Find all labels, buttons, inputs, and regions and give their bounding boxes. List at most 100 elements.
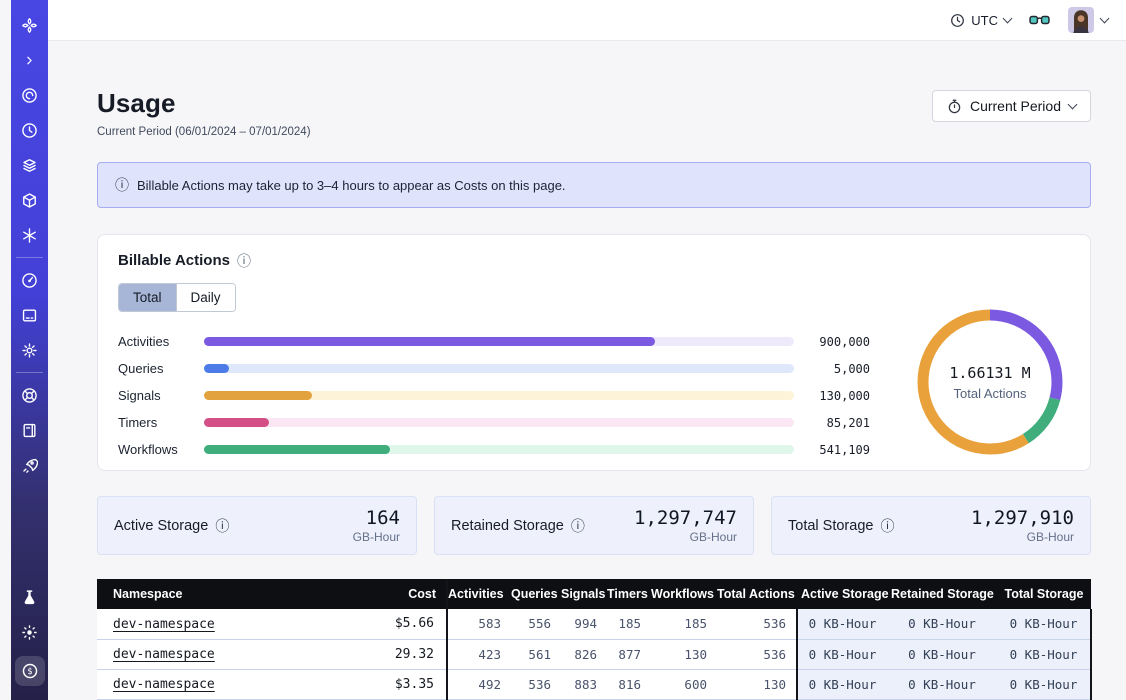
timezone-label: UTC	[971, 12, 998, 28]
sidebar-bottom-group: $	[14, 586, 45, 686]
activities-cell: 492	[446, 669, 511, 700]
storage-card-unit: GB-Hour	[689, 529, 737, 544]
info-icon[interactable]: ⓘ	[215, 517, 230, 534]
bar-track	[204, 364, 794, 373]
deployments-icon[interactable]	[16, 154, 44, 176]
namespace-link[interactable]: dev-namespace	[113, 677, 215, 692]
sidebar-top-group	[16, 14, 44, 246]
bar-row-signals: Signals 130,000	[118, 382, 870, 409]
main-content: Usage Current Period (06/01/2024 – 07/01…	[48, 41, 1126, 700]
bar-track	[204, 337, 794, 346]
timers-cell: 816	[607, 669, 651, 700]
activities-cell: 423	[446, 639, 511, 670]
billable-view-tabs: Total Daily	[118, 283, 236, 312]
theme-toggle-icon[interactable]	[16, 621, 44, 643]
col-activities: Activities	[446, 579, 511, 609]
period-selector-label: Current Period	[969, 98, 1061, 114]
signals-cell: 994	[561, 609, 607, 640]
clock-icon	[951, 13, 965, 27]
settings-icon[interactable]	[16, 339, 44, 361]
billing-icon[interactable]: $	[14, 656, 45, 686]
namespace-link[interactable]: dev-namespace	[113, 647, 215, 662]
nexus-icon[interactable]	[16, 224, 44, 246]
cost-cell: $5.66	[349, 609, 447, 640]
sidebar-mid-group	[16, 269, 44, 361]
bar-label: Workflows	[118, 442, 178, 457]
timers-cell: 185	[607, 609, 651, 640]
cost-cell: $3.35	[349, 669, 447, 700]
terminal-icon[interactable]	[16, 304, 44, 326]
storage-card-label: Retained Storage	[451, 517, 564, 534]
usage-icon[interactable]	[16, 269, 44, 291]
tab-total[interactable]: Total	[119, 284, 176, 311]
support-icon[interactable]	[16, 384, 44, 406]
avatar	[1068, 7, 1094, 33]
sidebar-support-group	[16, 384, 44, 476]
temporal-logo-icon[interactable]	[16, 14, 44, 36]
activities-cell: 583	[446, 609, 511, 640]
storage-summary-row: Active Storage ⓘ 164 GB-Hour Retained St…	[97, 496, 1091, 555]
bar-row-timers: Timers 85,201	[118, 409, 870, 436]
getting-started-icon[interactable]	[16, 454, 44, 476]
sidebar-divider-2	[16, 372, 43, 373]
namespace-link[interactable]: dev-namespace	[113, 616, 215, 632]
bar-label: Activities	[118, 334, 170, 349]
labs-icon[interactable]	[16, 586, 44, 608]
info-icon[interactable]: ⓘ	[570, 517, 585, 534]
info-banner: ⓘ Billable Actions may take up to 3–4 ho…	[97, 162, 1091, 208]
bar-value: 130,000	[819, 388, 870, 403]
chevron-down-icon	[1067, 99, 1078, 110]
queries-cell: 536	[511, 669, 561, 700]
info-icon[interactable]: ⓘ	[236, 252, 251, 269]
namespace-usage-table: Namespace Cost Activities Queries Signal…	[97, 579, 1092, 700]
bar-label: Queries	[118, 361, 164, 376]
total-storage-cell: 0 KB-Hour	[997, 669, 1092, 700]
chevron-down-icon	[1002, 13, 1013, 23]
bar-label: Signals	[118, 388, 161, 403]
docs-icon[interactable]	[16, 419, 44, 441]
table-row: dev-namespace 29.32 423 561 826 877 130 …	[97, 639, 1092, 670]
total-actions-value: 1.66131 M	[949, 363, 1031, 382]
timezone-selector[interactable]: UTC	[950, 12, 1013, 28]
total-actions-cell: 536	[717, 609, 797, 640]
info-icon[interactable]: ⓘ	[880, 517, 895, 534]
cost-cell: 29.32	[349, 639, 447, 670]
sidebar-divider	[16, 257, 43, 258]
bar-row-activities: Activities 900,000	[118, 328, 870, 355]
table-row: dev-namespace $5.66 583 556 994 185 185 …	[97, 609, 1092, 640]
storage-card-unit: GB-Hour	[1026, 529, 1074, 544]
period-selector-button[interactable]: Current Period	[931, 90, 1091, 122]
queries-cell: 556	[511, 609, 561, 640]
storage-card-value: 1,297,747	[634, 506, 737, 529]
workflows-cell: 130	[651, 639, 717, 670]
col-timers: Timers	[607, 579, 651, 609]
table-row: dev-namespace $3.35 492 536 883 816 600 …	[97, 669, 1092, 700]
topbar: UTC	[48, 0, 1126, 41]
active-storage-cell: 0 KB-Hour	[796, 609, 887, 640]
billable-actions-card: Billable Actions ⓘ Total Daily Activitie…	[97, 234, 1091, 471]
bar-value: 85,201	[826, 415, 870, 430]
signals-cell: 826	[561, 639, 607, 670]
info-banner-text: Billable Actions may take up to 3–4 hour…	[137, 177, 566, 193]
storage-card-value: 1,297,910	[971, 506, 1074, 529]
timers-cell: 877	[607, 639, 651, 670]
col-queries: Queries	[511, 579, 561, 609]
col-total-storage: Total Storage	[997, 579, 1091, 609]
collapse-chevron-icon[interactable]	[16, 49, 44, 71]
total-actions-donut: 1.66131 M Total Actions	[870, 306, 1066, 458]
total-storage-card: Total Storage ⓘ 1,297,910 GB-Hour	[771, 496, 1091, 555]
bar-track	[204, 418, 794, 427]
page-head: Usage Current Period (06/01/2024 – 07/01…	[97, 88, 1091, 138]
user-menu[interactable]	[1068, 7, 1110, 33]
tab-daily[interactable]: Daily	[175, 284, 235, 311]
table-header-row: Namespace Cost Activities Queries Signal…	[97, 579, 1091, 609]
packages-icon[interactable]	[16, 189, 44, 211]
schedules-icon[interactable]	[16, 119, 44, 141]
active-storage-cell: 0 KB-Hour	[796, 669, 887, 700]
bar-track	[204, 391, 794, 400]
svg-text:$: $	[27, 666, 32, 676]
namespaces-icon[interactable]	[16, 84, 44, 106]
glasses-icon[interactable]	[1029, 13, 1050, 27]
storage-card-unit: GB-Hour	[352, 529, 400, 544]
bar-label: Timers	[118, 415, 158, 430]
